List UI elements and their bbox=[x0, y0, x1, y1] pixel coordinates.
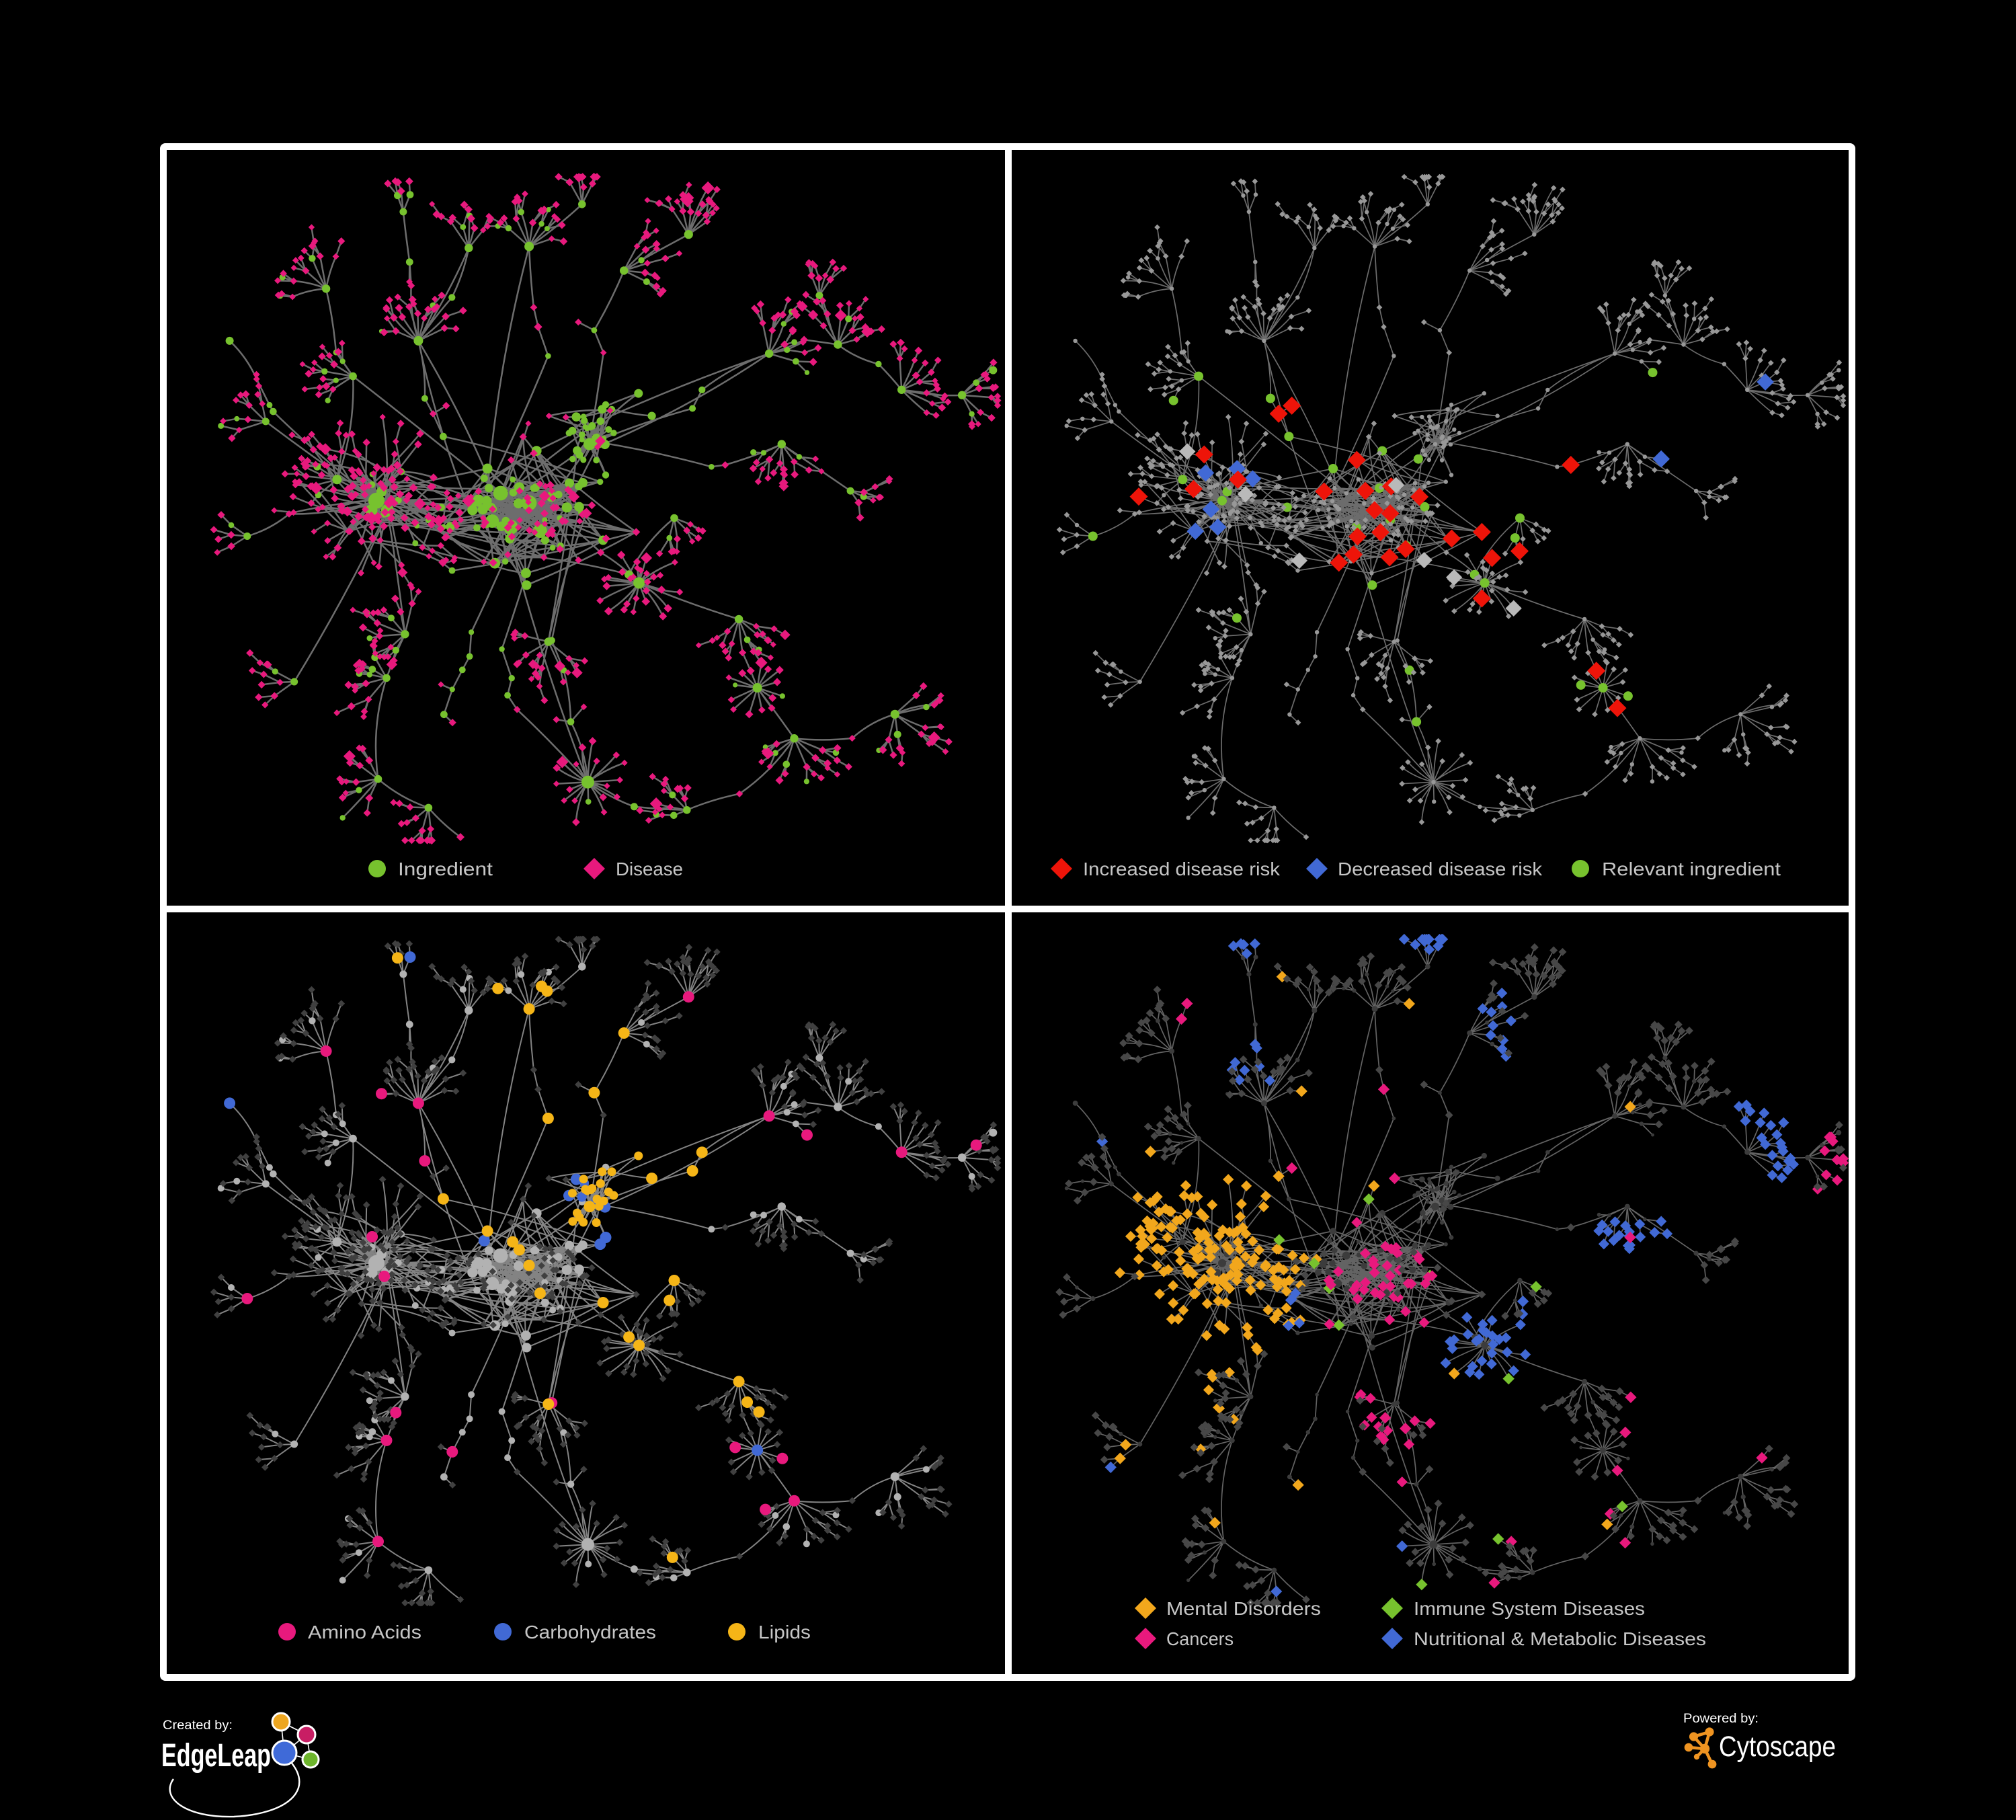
svg-text:Mental Disorders: Mental Disorders bbox=[1166, 1598, 1321, 1619]
svg-text:Powered by:: Powered by: bbox=[1683, 1712, 1759, 1726]
svg-text:Amino Acids: Amino Acids bbox=[308, 1622, 421, 1643]
svg-text:Lipids: Lipids bbox=[758, 1622, 811, 1643]
svg-text:Cancers: Cancers bbox=[1166, 1628, 1234, 1649]
svg-text:Decreased disease risk: Decreased disease risk bbox=[1338, 859, 1543, 879]
svg-text:Nutritional & Metabolic Diseas: Nutritional & Metabolic Diseases bbox=[1414, 1628, 1706, 1649]
svg-text:EdgeLeap: EdgeLeap bbox=[161, 1738, 271, 1774]
svg-text:Carbohydrates: Carbohydrates bbox=[524, 1622, 656, 1643]
svg-text:Cytoscape: Cytoscape bbox=[1719, 1731, 1836, 1763]
svg-text:Ingredient: Ingredient bbox=[398, 859, 493, 879]
svg-text:Relevant ingredient: Relevant ingredient bbox=[1602, 859, 1781, 879]
svg-text:Increased disease risk: Increased disease risk bbox=[1083, 859, 1281, 879]
svg-text:Immune System Diseases: Immune System Diseases bbox=[1414, 1598, 1645, 1619]
svg-text:Disease: Disease bbox=[616, 859, 683, 879]
svg-text:Created by:: Created by: bbox=[163, 1718, 233, 1733]
